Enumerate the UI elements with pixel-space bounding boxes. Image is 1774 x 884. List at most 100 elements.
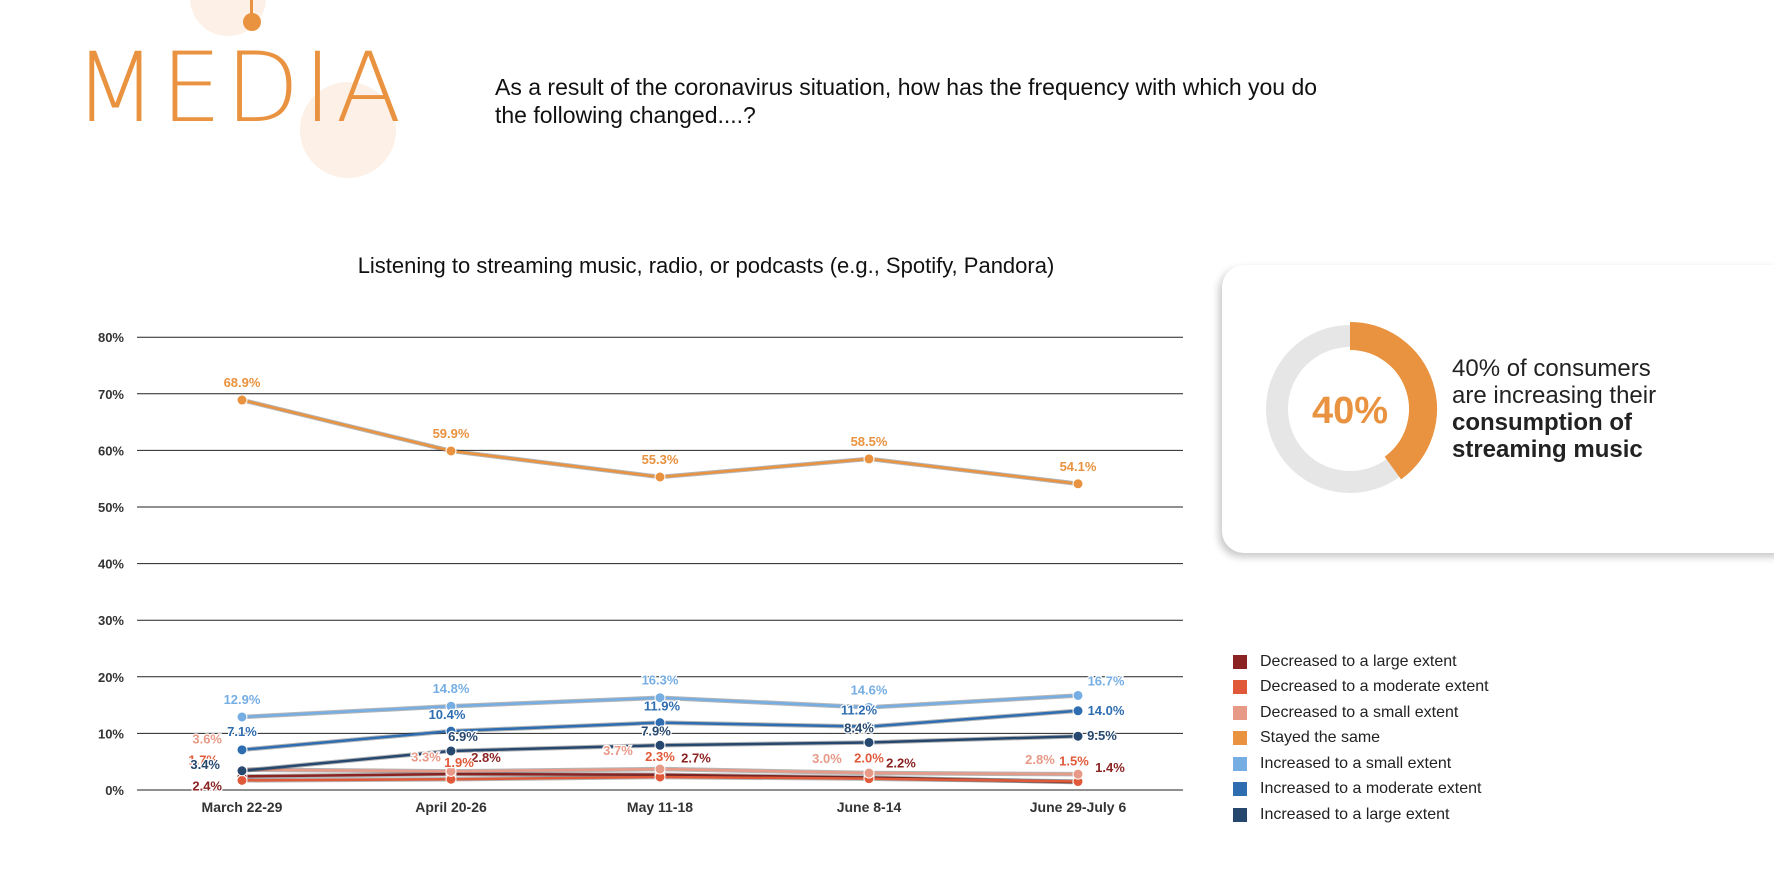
data-point [236, 711, 248, 723]
data-point [236, 394, 248, 406]
data-point [863, 453, 875, 465]
series-line-shadow [241, 397, 1079, 487]
data-label: 55.3% [642, 452, 679, 467]
legend-label: Increased to a small extent [1260, 754, 1452, 772]
legend-item: Increased to a small extent [1233, 751, 1489, 777]
y-tick-label: 70% [98, 387, 124, 402]
data-point [1072, 689, 1084, 701]
data-point [654, 739, 666, 751]
donut-percent: 40% [1312, 390, 1388, 432]
data-label: 3.7% [603, 743, 633, 758]
data-point [445, 745, 457, 757]
legend-item: Stayed the same [1233, 726, 1489, 752]
y-tick-label: 80% [98, 330, 124, 345]
legend-swatch [1233, 654, 1247, 669]
x-tick-label: June 8-14 [837, 799, 902, 815]
data-label: 7.1% [227, 724, 257, 739]
y-tick-label: 10% [98, 726, 124, 741]
data-label: 2.3% [645, 749, 675, 764]
legend-label: Decreased to a small extent [1260, 703, 1459, 721]
data-point [445, 700, 457, 712]
data-point [236, 774, 248, 786]
data-label: 2.8% [471, 750, 501, 765]
data-label: 14.0% [1088, 703, 1125, 718]
y-tick-label: 20% [98, 670, 124, 685]
survey-question: As a result of the coronavirus situation… [495, 74, 1318, 128]
data-label: 11.9% [644, 699, 681, 714]
line-chart: 0% 10% 20% 30% 40% 50% 60% 70% 80% March 22-29 Ap… [98, 330, 1183, 815]
data-label: 2.0% [854, 751, 884, 766]
data-point [654, 471, 666, 483]
data-point [654, 763, 666, 775]
data-point [1072, 730, 1084, 742]
legend-swatch [1233, 807, 1247, 822]
y-tick-label: 30% [98, 613, 124, 628]
data-point [863, 701, 875, 713]
y-tick-label: 60% [98, 443, 124, 458]
series-line [241, 398, 1079, 486]
data-label: 2.2% [886, 756, 916, 771]
legend-item: Decreased to a large extent [1233, 649, 1489, 675]
data-label: 1.9% [444, 755, 474, 770]
legend-label: Decreased to a large extent [1260, 652, 1457, 670]
data-point [863, 736, 875, 748]
data-point [445, 725, 457, 737]
legend-swatch [1233, 705, 1247, 720]
data-label: 2.4% [192, 778, 222, 793]
data-label: 16.7% [1088, 673, 1125, 688]
data-label: 16.3% [642, 673, 679, 688]
legend-label: Increased to a large extent [1260, 805, 1450, 823]
legend-item: Increased to a large extent [1233, 802, 1489, 828]
data-label: 11.2% [841, 703, 878, 718]
data-label: 59.9% [433, 426, 470, 441]
data-point [445, 445, 457, 457]
donut-arc [1349, 322, 1437, 480]
data-point [1072, 705, 1084, 717]
x-tick-label: April 20-26 [415, 799, 487, 815]
data-label: 2.7% [681, 751, 711, 766]
x-tick-label: March 22-29 [202, 799, 283, 815]
legend-item: Increased to a moderate extent [1233, 777, 1489, 803]
data-label: 2.8% [1025, 752, 1055, 767]
x-tick-label: June 29-July 6 [1030, 799, 1127, 815]
legend-item: Decreased to a moderate extent [1233, 675, 1489, 701]
callout-card: 40% 40% of consumers are increasing thei… [1222, 265, 1774, 553]
legend-label: Stayed the same [1260, 729, 1381, 747]
data-label: 8.4% [844, 720, 874, 735]
data-point [1072, 478, 1084, 490]
data-point [654, 692, 666, 704]
callout-line-2: are increasing their [1452, 382, 1657, 409]
data-label: 54.1% [1060, 459, 1097, 474]
data-label: 14.6% [851, 682, 888, 697]
data-label: 58.5% [851, 434, 888, 449]
data-point [445, 765, 457, 777]
y-tick-label: 40% [98, 557, 124, 572]
data-label: 3.4% [190, 757, 220, 772]
data-label: 6.9% [448, 729, 478, 744]
x-tick-label: May 11-18 [627, 799, 693, 815]
data-label: 10.4% [429, 707, 466, 722]
donut-chart: 40% [1266, 322, 1437, 493]
legend-swatch [1233, 731, 1247, 746]
data-point [236, 744, 248, 756]
legend-swatch [1233, 680, 1247, 695]
data-point [863, 721, 875, 733]
data-point [236, 765, 248, 777]
data-label: 1.5% [1059, 754, 1089, 769]
legend-label: Decreased to a moderate extent [1260, 678, 1489, 696]
data-label: 3.3% [411, 749, 441, 764]
data-label: 3.6% [192, 732, 222, 747]
data-point [654, 717, 666, 729]
legend-label: Increased to a moderate extent [1260, 780, 1482, 798]
chart-title: Listening to streaming music, radio, or … [357, 253, 1055, 278]
data-point [863, 767, 875, 779]
callout-bold-2: streaming music [1452, 436, 1643, 463]
callout-line-1: 40% of consumers [1452, 355, 1651, 382]
legend-swatch [1233, 756, 1247, 771]
brand-ornament-dot [243, 13, 261, 31]
brand-ornament-stem [250, 0, 253, 18]
data-label: 14.8% [433, 681, 470, 696]
data-label: 9.5% [1087, 728, 1117, 743]
legend-item: Decreased to a small extent [1233, 700, 1489, 726]
data-label: 1.7% [188, 752, 218, 767]
